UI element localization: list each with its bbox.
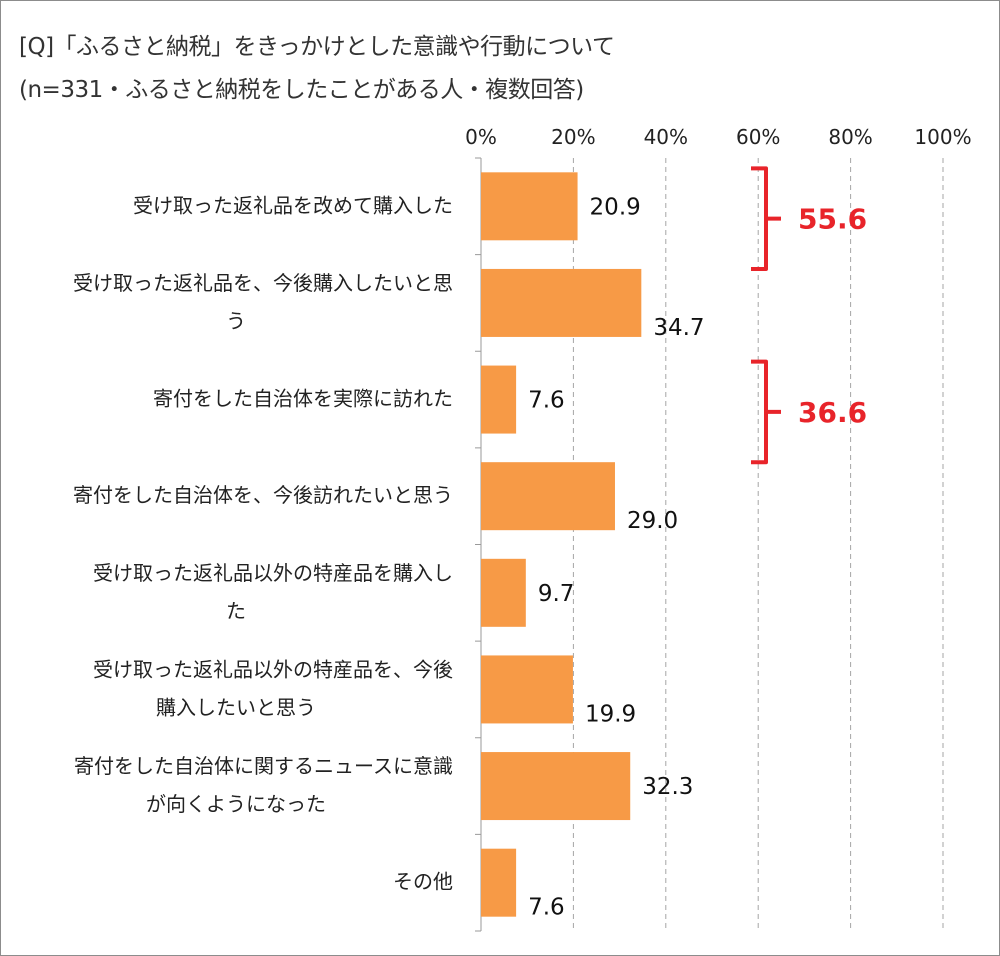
bracket — [751, 166, 781, 271]
category-label: 寄付をした自治体を、今後訪れたいと思う — [73, 483, 453, 507]
bar — [481, 172, 578, 241]
data-label: 7.6 — [528, 388, 565, 414]
data-label: 20.9 — [590, 194, 641, 220]
category-label: う — [226, 309, 246, 333]
data-label: 9.7 — [538, 581, 575, 607]
category-label: た — [226, 599, 246, 623]
x-tick-label: 40% — [644, 125, 688, 149]
data-label: 34.7 — [653, 315, 704, 341]
x-tick-label: 60% — [736, 125, 780, 149]
data-label: 19.9 — [585, 701, 636, 727]
chart-title: [Q]「ふるさと納税」をきっかけとした意識や行動について — [19, 34, 615, 60]
bar — [481, 268, 642, 337]
bar — [481, 558, 526, 627]
bracket — [751, 359, 781, 465]
data-label: 32.3 — [642, 774, 693, 800]
bar — [481, 462, 615, 531]
category-label: 寄付をした自治体に関するニュースに意識 — [74, 754, 453, 778]
x-tick-label: 20% — [551, 125, 595, 149]
bar — [481, 655, 573, 724]
category-label: が向くようになった — [146, 792, 326, 816]
x-tick-label: 80% — [828, 125, 872, 149]
category-label: 受け取った返礼品以外の特産品を購入し — [93, 561, 453, 585]
bar — [481, 848, 517, 917]
category-label: 受け取った返礼品を改めて購入した — [133, 193, 453, 217]
chart-subtitle: (n=331・ふるさと納税をしたことがある人・複数回答) — [19, 77, 584, 103]
category-label: 受け取った返礼品以外の特産品を、今後 — [93, 657, 453, 681]
bar — [481, 752, 631, 821]
x-tick-label: 0% — [465, 125, 497, 149]
x-tick-label: 100% — [914, 125, 971, 149]
category-label: 寄付をした自治体を実際に訪れた — [153, 387, 453, 411]
bar — [481, 365, 517, 434]
category-label: 受け取った返礼品を、今後購入したいと思 — [73, 271, 453, 295]
bracket-sum-label: 36.6 — [798, 396, 867, 429]
category-label: その他 — [393, 870, 453, 894]
bracket-sum-label: 55.6 — [798, 203, 867, 236]
category-label: 購入したいと思う — [156, 695, 316, 719]
data-label: 7.6 — [528, 895, 565, 921]
data-label: 29.0 — [627, 508, 678, 534]
